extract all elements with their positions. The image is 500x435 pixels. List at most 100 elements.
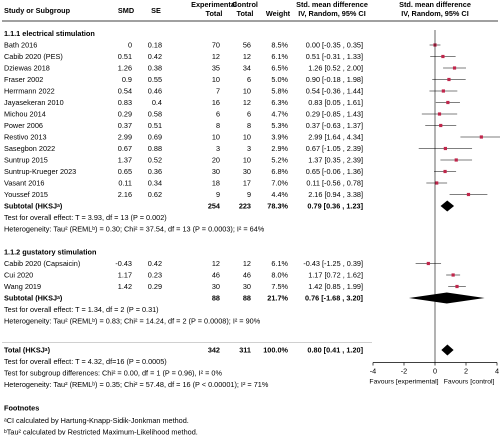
study-name: Suntrup-Krueger 2023 (4, 167, 76, 176)
study-se: 0.23 (148, 271, 162, 280)
study-name: Herrmann 2022 (4, 87, 55, 96)
total-test-line: Test for subgroup differences: Chi² = 0.… (4, 369, 222, 378)
subtotal-n-exp-0: 254 (208, 202, 221, 211)
study-name: Michou 2014 (4, 110, 46, 119)
subgroup-title-1: 1.1.2 gustatory stimulation (4, 248, 96, 257)
footnotes-title: Footnotes (4, 404, 39, 413)
header-smd: SMD (118, 6, 134, 15)
study-ci-text: 2.99 [1.64 , 4.34] (308, 133, 363, 142)
study-smd: 2.16 (118, 190, 132, 199)
study-name: Suntrup 2015 (4, 156, 48, 165)
study-smd: 2.99 (118, 133, 132, 142)
study-name: Youssef 2015 (4, 190, 48, 199)
study-n-exp: 10 (212, 133, 220, 142)
study-n-ctl: 12 (243, 259, 251, 268)
study-se: 0.4 (152, 98, 162, 107)
study-se: 0.88 (148, 144, 162, 153)
study-n-ctl: 6 (247, 75, 251, 84)
study-marker (441, 54, 445, 59)
study-weight: 5.3% (271, 121, 288, 130)
study-n-ctl: 46 (243, 271, 251, 280)
study-name: Jayasekeran 2010 (4, 98, 64, 107)
header-total-ctl: Total (237, 9, 254, 18)
study-se: 0.51 (148, 121, 162, 130)
study-weight: 8.5% (271, 41, 288, 50)
study-smd: 0.11 (118, 179, 132, 188)
header-weight: Weight (266, 9, 291, 18)
subtotal-ci-text-1: 0.76 [-1.68 , 3.20] (305, 294, 364, 303)
study-se: 0.36 (148, 167, 162, 176)
subgroup-overall-test-1: Test for overall effect: T = 1.34, df = … (4, 305, 159, 314)
study-se: 0.34 (148, 179, 162, 188)
study-n-exp: 8 (216, 121, 220, 130)
subtotal-n-ctl-1: 88 (243, 294, 251, 303)
study-smd: 0.29 (118, 110, 132, 119)
study-se: 0.62 (148, 190, 162, 199)
study-se: 0.38 (148, 64, 162, 73)
study-se: 0.18 (148, 41, 162, 50)
header-study: Study or Subgroup (4, 6, 71, 15)
study-n-ctl: 6 (247, 110, 251, 119)
study-n-exp: 16 (212, 98, 220, 107)
study-se: 0.52 (148, 156, 162, 165)
header-plot-bottom: IV, Random, 95% CI (401, 9, 468, 18)
study-n-ctl: 56 (243, 41, 251, 50)
study-n-ctl: 30 (243, 167, 251, 176)
study-weight: 2.9% (271, 144, 288, 153)
study-weight: 6.1% (271, 52, 288, 61)
study-marker (479, 135, 483, 139)
study-marker (441, 89, 445, 93)
study-weight: 6.5% (271, 64, 288, 73)
study-ci-text: 0.90 [-0.18 , 1.98] (306, 75, 363, 84)
study-weight: 3.9% (271, 133, 288, 142)
study-weight: 8.0% (271, 271, 288, 280)
study-name: Fraser 2002 (4, 75, 43, 84)
study-weight: 5.8% (271, 87, 288, 96)
subtotal-weight-0: 78.3% (267, 202, 288, 211)
study-smd: 0.83 (118, 98, 132, 107)
study-n-ctl: 17 (243, 179, 251, 188)
study-smd: 0.67 (118, 144, 132, 153)
subtotal-diamond-0 (440, 200, 455, 212)
header-total-exp: Total (206, 9, 223, 18)
subtotal-ci-text-0: 0.79 [0.36 , 1.23] (307, 202, 363, 211)
total-n-exp: 342 (208, 346, 220, 355)
study-se: 0.55 (148, 75, 162, 84)
study-marker (443, 169, 447, 174)
study-n-exp: 35 (212, 64, 220, 73)
study-n-exp: 9 (216, 190, 220, 199)
x-tick-label: 4 (495, 367, 499, 376)
study-ci-text: 1.26 [0.52 , 2.00] (308, 64, 363, 73)
study-smd: 0.51 (118, 52, 132, 61)
study-ci-text: 0.00 [-0.35 , 0.35] (306, 41, 363, 50)
study-name: Power 2006 (4, 121, 43, 130)
study-weight: 7.5% (271, 282, 288, 291)
study-n-ctl: 12 (243, 52, 251, 61)
footnote-line: ᵃCI calculated by Hartung-Knapp-Sidik-Jo… (4, 416, 189, 425)
study-name: Dziewas 2018 (4, 64, 50, 73)
total-test-line: Test for overall effect: T = 4.32, df=16… (4, 357, 167, 366)
study-name: Cabib 2020 (PES) (4, 52, 63, 61)
subtotal-weight-1: 21.7% (267, 294, 288, 303)
study-name: Cui 2020 (4, 271, 33, 280)
study-n-exp: 30 (212, 282, 220, 291)
study-weight: 7.0% (271, 179, 288, 188)
subgroup-heterogeneity-0: Heterogeneity: Tau² (REMLᵇ) = 0.30; Chi²… (4, 225, 265, 234)
total-weight: 100.0% (263, 346, 288, 355)
study-name: Bath 2016 (4, 41, 37, 50)
study-n-ctl: 30 (243, 282, 251, 291)
study-ci-text: 2.16 [0.94 , 3.38] (308, 190, 363, 199)
study-n-ctl: 3 (247, 144, 251, 153)
header-effect-bottom: IV, Random, 95% CI (298, 9, 365, 18)
x-tick-label: 0 (433, 367, 437, 376)
subtotal-label-1: Subtotal (HKSJᵃ) (4, 294, 63, 303)
total-test-line: Heterogeneity: Tau² (REMLᵇ) = 0.35; Chi²… (4, 380, 269, 389)
study-name: Vasant 2016 (4, 179, 44, 188)
study-n-exp: 6 (216, 110, 220, 119)
subtotal-n-exp-1: 88 (212, 294, 220, 303)
study-marker (452, 66, 457, 70)
study-ci-text: 0.51 [-0.31 , 1.33] (306, 52, 363, 61)
study-n-ctl: 10 (243, 156, 251, 165)
study-ci-text: 0.54 [-0.36 , 1.44] (306, 87, 363, 96)
study-weight: 6.3% (271, 98, 288, 107)
